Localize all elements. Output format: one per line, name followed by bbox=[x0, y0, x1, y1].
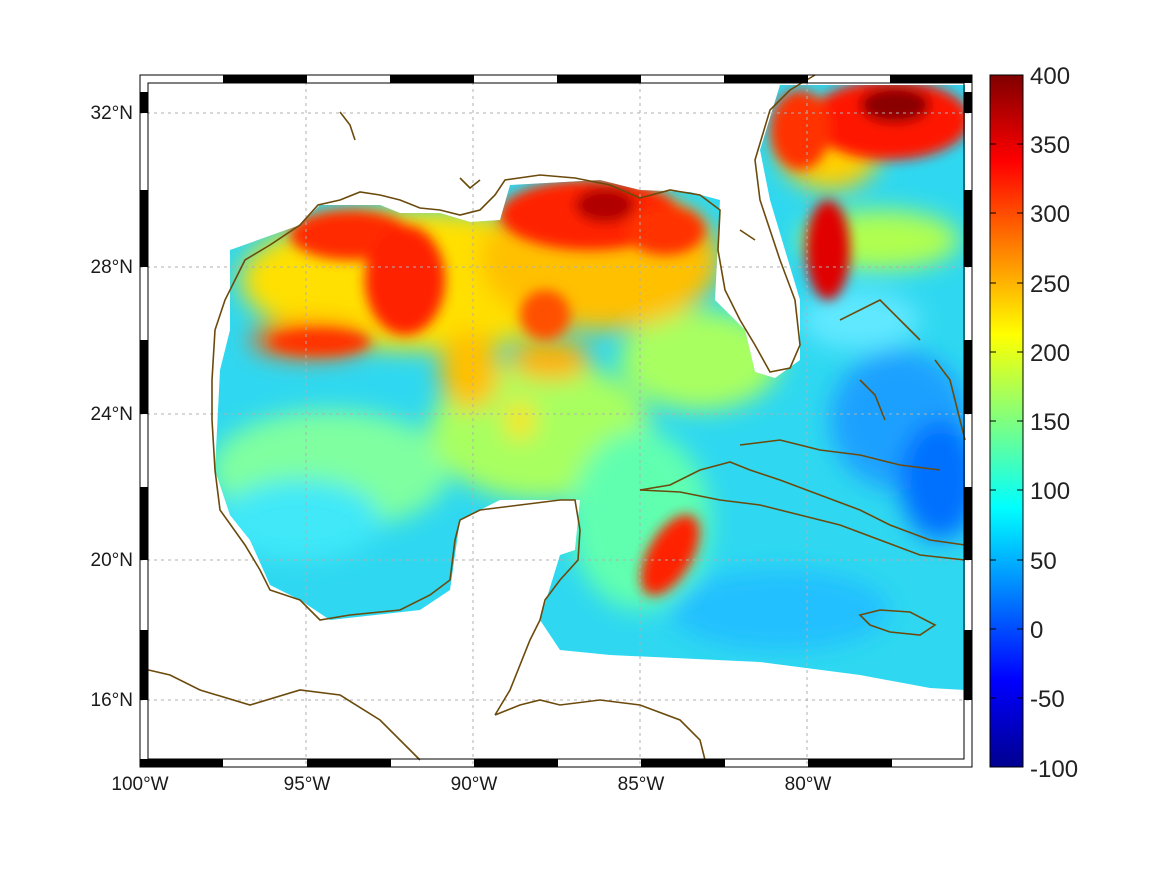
frame-border bbox=[139, 74, 973, 768]
lon-label: 95°W bbox=[284, 774, 331, 795]
colorbar-tick-label: -50 bbox=[1030, 686, 1065, 713]
colorbar-ticks bbox=[990, 143, 1023, 699]
latitude-axis: 32°N 28°N 24°N 20°N 16°N bbox=[91, 103, 133, 711]
colorbar: 400 350 300 250 200 150 100 50 0 -50 -10… bbox=[989, 63, 1078, 783]
colorbar-tick-label: 100 bbox=[1030, 478, 1070, 505]
colorbar-tick-label: 250 bbox=[1030, 271, 1070, 298]
lat-label: 20°N bbox=[91, 550, 133, 571]
lon-label: 80°W bbox=[785, 774, 832, 795]
lon-label: 100°W bbox=[111, 774, 168, 795]
grid-lines bbox=[140, 75, 972, 767]
colorbar-tick-label: 150 bbox=[1030, 409, 1070, 436]
colorbar-tick-label: 350 bbox=[1030, 132, 1070, 159]
colorbar-tick-label: 300 bbox=[1030, 201, 1070, 228]
colorbar-tick-label: -100 bbox=[1030, 756, 1078, 783]
lat-label: 28°N bbox=[91, 257, 133, 278]
colorbar-tick-label: 400 bbox=[1030, 63, 1070, 90]
coastline bbox=[139, 74, 966, 761]
lat-label: 32°N bbox=[91, 103, 133, 124]
colorbar-tick-label: 200 bbox=[1030, 340, 1070, 367]
lon-label: 90°W bbox=[451, 774, 498, 795]
longitude-axis: 100°W 95°W 90°W 85°W 80°W bbox=[111, 774, 831, 795]
colorbar-tick-label: 50 bbox=[1030, 548, 1057, 575]
lon-label: 85°W bbox=[618, 774, 665, 795]
colorbar-tick-label: 0 bbox=[1030, 617, 1043, 644]
lat-label: 24°N bbox=[91, 404, 133, 425]
lat-label: 16°N bbox=[91, 690, 133, 711]
